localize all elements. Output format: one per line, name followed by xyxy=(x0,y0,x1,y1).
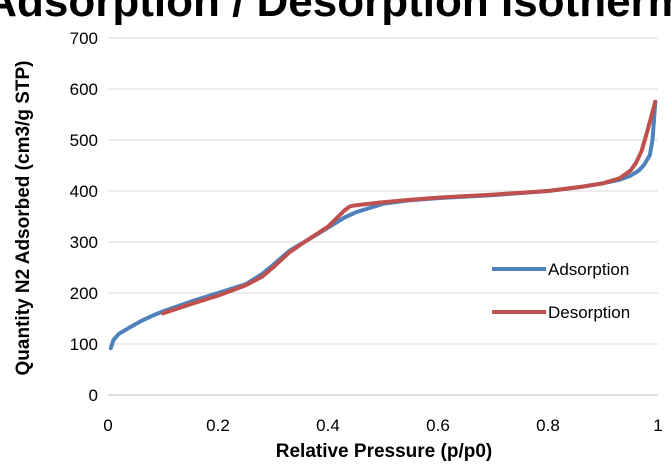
y-tick-label: 100 xyxy=(70,335,98,354)
y-tick-label: 0 xyxy=(89,386,98,405)
x-tick-label: 0.6 xyxy=(426,416,450,435)
y-tick-label: 300 xyxy=(70,233,98,252)
y-tick-label: 200 xyxy=(70,284,98,303)
legend: Adsorption Desorption xyxy=(492,260,630,322)
y-tick-label: 600 xyxy=(70,80,98,99)
series-line-desorption xyxy=(161,99,658,316)
x-axis-title: Relative Pressure (p/p0) xyxy=(276,441,492,462)
x-tick-label: 1 xyxy=(653,416,662,435)
series-line-adsorption xyxy=(108,99,658,351)
y-tick-label: 500 xyxy=(70,131,98,150)
legend-label-desorption: Desorption xyxy=(548,303,630,322)
series-layer xyxy=(108,99,658,351)
x-tick-label: 0 xyxy=(103,416,112,435)
chart-title: Adsorption / Desorption Isotherm xyxy=(0,0,672,26)
gridlines xyxy=(108,37,658,345)
y-tick-label: 700 xyxy=(70,29,98,48)
y-tick-label: 400 xyxy=(70,182,98,201)
y-axis-title: Quantity N2 Adsorbed (cm3/g STP) xyxy=(13,61,34,376)
x-tick-label: 0.8 xyxy=(536,416,560,435)
legend-label-adsorption: Adsorption xyxy=(548,260,629,279)
tick-labels: 0 100 200 300 400 500 600 700 0 0.2 0.4 0.6 0.8 1 xyxy=(70,29,663,435)
x-tick-label: 0.2 xyxy=(206,416,230,435)
x-tick-label: 0.4 xyxy=(316,416,340,435)
